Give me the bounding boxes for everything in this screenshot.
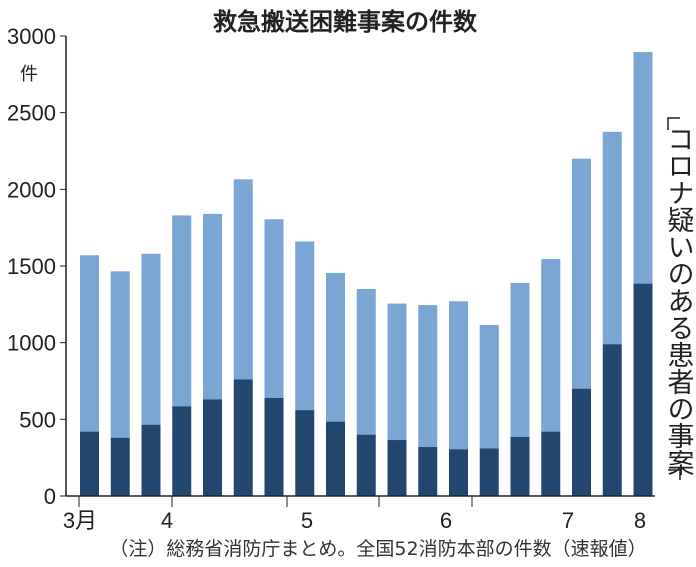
- bar-covid-suspected: [449, 449, 468, 496]
- bar-total: [479, 325, 499, 449]
- bar-total: [264, 219, 284, 398]
- annotation-bracket-top: [667, 117, 680, 130]
- bar-total: [602, 131, 622, 345]
- bar-covid-suspected: [572, 388, 591, 496]
- bar-covid-suspected: [479, 448, 499, 496]
- bar-total: [449, 301, 468, 450]
- bar-covid-suspected: [418, 446, 438, 496]
- x-tick-label: 6: [440, 508, 452, 533]
- bar-total: [633, 52, 653, 284]
- bar-covid-suspected: [541, 431, 561, 496]
- bar-total: [387, 303, 407, 441]
- y-tick-label: 1500: [7, 254, 56, 279]
- bar-covid-suspected: [203, 399, 222, 496]
- y-unit: 件: [20, 64, 38, 85]
- bar-covid-suspected: [172, 406, 192, 496]
- bar-total: [356, 289, 376, 435]
- bar-total: [172, 215, 192, 407]
- bar-covid-suspected: [80, 431, 99, 496]
- annotation-bracket: [668, 469, 681, 480]
- bar-covid-suspected: [602, 344, 622, 496]
- y-tick-label: 3000: [7, 24, 56, 49]
- bar-total: [572, 158, 591, 389]
- bar-covid-suspected: [387, 440, 407, 496]
- bar-total: [295, 241, 315, 411]
- annotation-label: コロナ疑いのある患者の事案: [663, 125, 695, 476]
- x-tick-label: 7: [562, 508, 574, 533]
- x-tick-label: 3月: [63, 508, 97, 533]
- y-tick-label: 500: [19, 407, 56, 432]
- y-tick-label: 2000: [7, 177, 56, 202]
- bar-total: [110, 271, 130, 438]
- bar-total: [418, 305, 438, 447]
- bar-covid-suspected: [510, 436, 530, 496]
- bar-covid-suspected: [264, 397, 284, 496]
- y-tick-label: 2500: [7, 101, 56, 126]
- bar-covid-suspected: [326, 421, 345, 496]
- bar-total: [233, 179, 253, 380]
- x-tick-label: 8: [634, 508, 646, 533]
- bar-total: [541, 259, 561, 432]
- bar-total: [80, 255, 99, 432]
- bar-total: [326, 272, 345, 422]
- bar-total: [141, 253, 161, 425]
- bar-covid-suspected: [233, 379, 253, 496]
- bar-covid-suspected: [141, 424, 161, 496]
- bar-covid-suspected: [356, 434, 376, 496]
- x-tick-label: 5: [301, 508, 313, 533]
- chart-title: 救急搬送困難事案の件数: [213, 8, 478, 36]
- source-note: （注）総務省消防庁まとめ。全国52消防本部の件数（速報値）: [109, 538, 646, 560]
- y-tick-label: 1000: [7, 331, 56, 356]
- bar-covid-suspected: [295, 410, 315, 496]
- bar-covid-suspected: [110, 437, 130, 496]
- y-tick-label: 0: [44, 484, 56, 509]
- bar-covid-suspected: [633, 283, 653, 496]
- bar-total: [203, 213, 222, 400]
- bar-total: [510, 282, 530, 437]
- x-tick-label: 4: [161, 508, 173, 533]
